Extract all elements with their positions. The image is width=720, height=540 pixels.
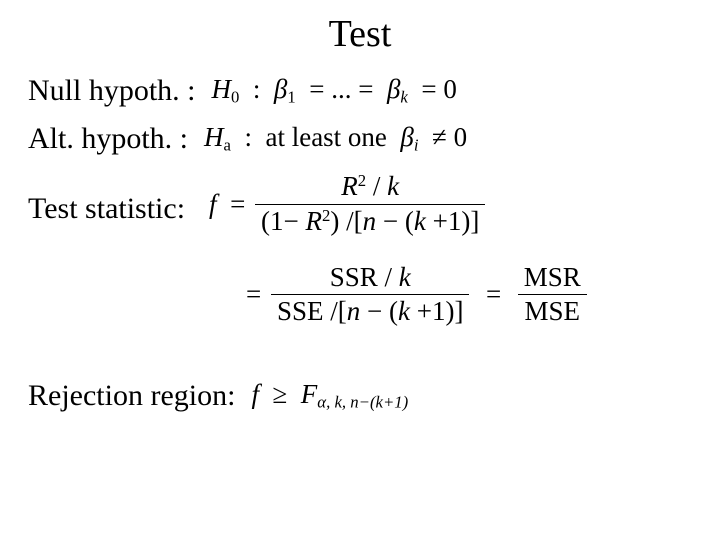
alpha: α — [317, 393, 326, 412]
fraction-ssr: SSR / k SSE /[n − (k +1)] — [271, 261, 470, 330]
alt-hypothesis-row: Alt. hypoth. : Ha : at least one βi ≠ 0 — [28, 122, 692, 156]
c1: , — [326, 393, 330, 412]
n-den: n — [363, 206, 377, 236]
slash-ssr: / — [385, 262, 393, 292]
stat-formula: f = R2 / k (1− R2) /[n − (k +1)] — [209, 170, 488, 239]
MSR: MSR — [518, 261, 587, 296]
sub-i: i — [414, 136, 419, 155]
zero-a: 0 — [454, 122, 468, 152]
one1: 1 — [270, 206, 284, 236]
eq1: = — [309, 74, 324, 104]
neq: ≠ — [432, 122, 447, 152]
test-statistic-row: Test statistic: f = R2 / k (1− R2) /[n −… — [28, 170, 692, 239]
sub-k: k — [400, 88, 407, 107]
colon: : — [253, 74, 261, 104]
sub-0: 0 — [231, 88, 239, 107]
plus-rej: + — [383, 393, 394, 412]
sym-H: H — [212, 74, 232, 104]
minus1: − — [284, 206, 299, 236]
eq-l2b: = — [486, 279, 501, 309]
n-rej: n — [350, 393, 358, 412]
betak: β — [387, 74, 400, 104]
lpar-sse: ( — [389, 296, 398, 326]
null-label: Null hypoth. : — [28, 74, 196, 108]
R-sq-num: 2 — [358, 171, 366, 190]
beta1: β — [274, 74, 287, 104]
colon-a: : — [244, 122, 252, 152]
minus-rej: − — [359, 393, 370, 412]
R-num: R — [341, 171, 358, 201]
c2: , — [342, 393, 346, 412]
stat-label: Test statistic: — [28, 192, 185, 226]
k-den: k — [414, 206, 426, 236]
R-den: R — [306, 206, 323, 236]
eq3: = — [421, 74, 436, 104]
k-num: k — [387, 171, 399, 201]
rbr1: ] — [470, 206, 479, 236]
one2: 1 — [448, 206, 462, 236]
F-sub: α, k, n−(k+1) — [317, 393, 408, 412]
beta-i: β — [400, 122, 413, 152]
null-formula: H0 : β1 = ... = βk = 0 — [212, 74, 457, 108]
one-sse: 1 — [432, 296, 446, 326]
lpar1: ( — [261, 206, 270, 236]
SSE: SSE — [277, 296, 324, 326]
slide-title: Test — [28, 12, 692, 56]
slide: Test Null hypoth. : H0 : β1 = ... = βk =… — [0, 0, 720, 540]
null-hypothesis-row: Null hypoth. : H0 : β1 = ... = βk = 0 — [28, 74, 692, 108]
zero: 0 — [443, 74, 457, 104]
rbr2: ] — [454, 296, 463, 326]
sym-Ha: H — [204, 122, 224, 152]
lbr1: [ — [354, 206, 363, 236]
rejection-region-row: Rejection region: f ≥ Fα, k, n−(k+1) — [28, 379, 692, 413]
MSE: MSE — [518, 295, 587, 329]
sym-f: f — [209, 189, 217, 219]
eq2: = — [358, 74, 373, 104]
plus-sse: + — [417, 296, 432, 326]
F-rej: F — [301, 379, 318, 409]
slash-sse: / — [330, 296, 338, 326]
alt-formula: Ha : at least one βi ≠ 0 — [204, 122, 467, 156]
plus1: + — [433, 206, 448, 236]
slash-den: / — [346, 206, 354, 236]
f-rej: f — [251, 379, 259, 409]
n-sse: n — [347, 296, 361, 326]
lbr2: [ — [338, 296, 347, 326]
dots: ... — [331, 74, 351, 104]
eq-l2a: = — [246, 279, 261, 309]
fraction-msr: MSR MSE — [518, 261, 587, 330]
k-ssr: k — [399, 262, 411, 292]
atleast-text: at least one — [265, 122, 386, 152]
k-sse: k — [398, 296, 410, 326]
sub-1: 1 — [287, 88, 295, 107]
SSR: SSR — [330, 262, 378, 292]
minus-sse: − — [367, 296, 382, 326]
k-rej2: k — [376, 393, 383, 412]
rej-label: Rejection region: — [28, 379, 235, 413]
minus2: − — [383, 206, 398, 236]
k-rej: k — [334, 393, 341, 412]
ge: ≥ — [272, 379, 287, 409]
fraction-r2: R2 / k (1− R2) /[n − (k +1)] — [255, 170, 485, 239]
one-rej: 1 — [394, 393, 402, 412]
lpar2: ( — [405, 206, 414, 236]
eq-f: = — [230, 189, 245, 219]
alt-label: Alt. hypoth. : — [28, 122, 188, 156]
sub-a: a — [224, 136, 231, 155]
stat-formula-line2: = SSR / k SSE /[n − (k +1)] = MSR MSE — [246, 261, 692, 330]
rpar-rej: ) — [403, 393, 409, 412]
rej-formula: f ≥ Fα, k, n−(k+1) — [251, 379, 408, 413]
slash-num: / — [373, 171, 381, 201]
rpar1: ) — [330, 206, 339, 236]
